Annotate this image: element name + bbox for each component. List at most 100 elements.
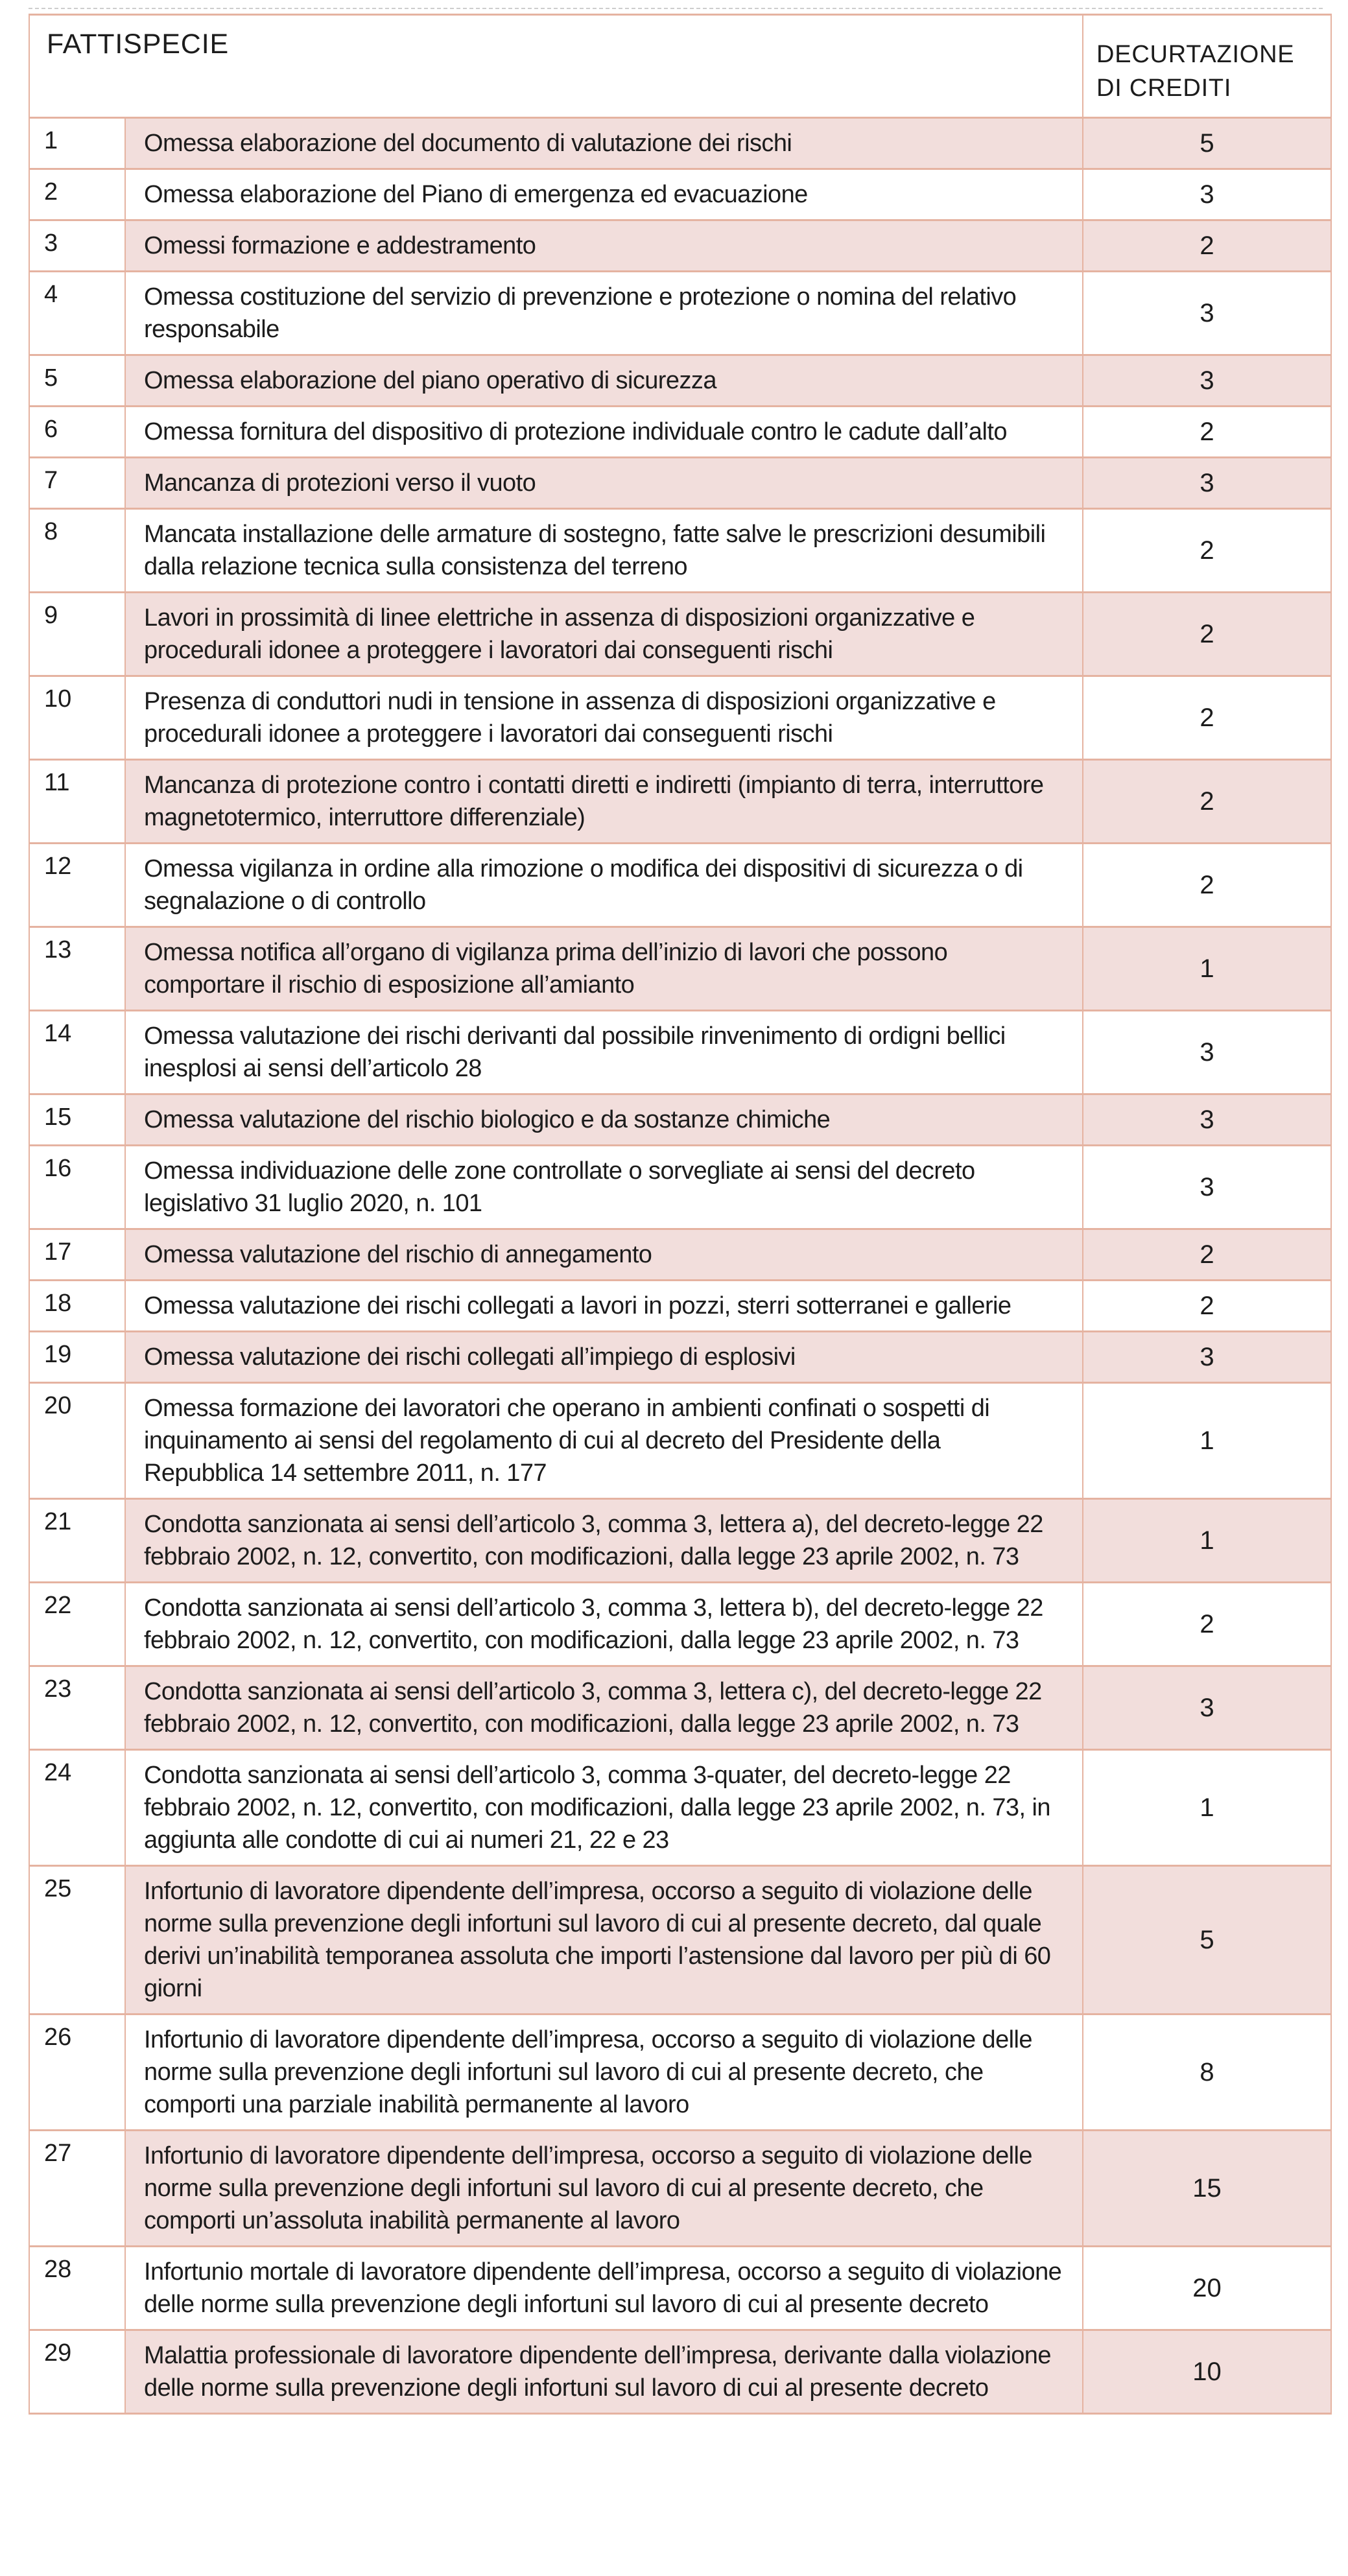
- row-description: Omessa individuazione delle zone control…: [124, 1144, 1084, 1230]
- row-number: 11: [29, 759, 126, 844]
- table-row: 5 Omessa elaborazione del piano operativ…: [29, 354, 1332, 407]
- table-row: 18 Omessa valutazione dei rischi collega…: [29, 1279, 1332, 1332]
- row-number: 13: [29, 926, 126, 1011]
- row-credits: 10: [1082, 2329, 1332, 2415]
- row-description: Presenza di conduttori nudi in tensione …: [124, 675, 1084, 761]
- row-credits: 2: [1082, 591, 1332, 677]
- row-description: Omessa elaborazione del Piano di emergen…: [124, 168, 1084, 221]
- row-number: 24: [29, 1749, 126, 1867]
- row-description: Mancanza di protezione contro i contatti…: [124, 759, 1084, 844]
- row-number: 2: [29, 168, 126, 221]
- row-credits: 3: [1082, 270, 1332, 356]
- row-credits: 2: [1082, 675, 1332, 761]
- table-row: 13 Omessa notifica all’organo di vigilan…: [29, 926, 1332, 1011]
- table-row: 24 Condotta sanzionata ai sensi dell’art…: [29, 1749, 1332, 1867]
- row-description: Omessa costituzione del servizio di prev…: [124, 270, 1084, 356]
- header-fattispecie: FATTISPECIE: [28, 14, 1084, 119]
- table-row: 4 Omessa costituzione del servizio di pr…: [29, 270, 1332, 356]
- fattispecie-table: FATTISPECIE DECURTAZIONE DI CREDITI 1 Om…: [28, 14, 1332, 2415]
- table-row: 9 Lavori in prossimità di linee elettric…: [29, 591, 1332, 677]
- table-body: 1 Omessa elaborazione del documento di v…: [29, 117, 1332, 2415]
- row-credits: 1: [1082, 926, 1332, 1011]
- table-row: 2 Omessa elaborazione del Piano di emerg…: [29, 168, 1332, 221]
- table-row: 3 Omessi formazione e addestramento 2: [29, 219, 1332, 272]
- table-row: 27 Infortunio di lavoratore dipendente d…: [29, 2129, 1332, 2247]
- table-row: 21 Condotta sanzionata ai sensi dell’art…: [29, 1498, 1332, 1583]
- row-description: Omessi formazione e addestramento: [124, 219, 1084, 272]
- row-description: Malattia professionale di lavoratore dip…: [124, 2329, 1084, 2415]
- row-credits: 2: [1082, 219, 1332, 272]
- table-row: 8 Mancata installazione delle armature d…: [29, 508, 1332, 593]
- row-number: 17: [29, 1228, 126, 1281]
- table-row: 23 Condotta sanzionata ai sensi dell’art…: [29, 1665, 1332, 1751]
- row-credits: 1: [1082, 1498, 1332, 1583]
- table-row: 15 Omessa valutazione del rischio biolog…: [29, 1093, 1332, 1146]
- row-credits: 3: [1082, 1665, 1332, 1751]
- row-number: 15: [29, 1093, 126, 1146]
- row-description: Infortunio di lavoratore dipendente dell…: [124, 1865, 1084, 2015]
- row-credits: 20: [1082, 2245, 1332, 2331]
- table-row: 16 Omessa individuazione delle zone cont…: [29, 1144, 1332, 1230]
- row-credits: 3: [1082, 1010, 1332, 1095]
- row-description: Omessa valutazione dei rischi collegati …: [124, 1330, 1084, 1384]
- row-description: Omessa formazione dei lavoratori che ope…: [124, 1382, 1084, 1500]
- row-number: 29: [29, 2329, 126, 2415]
- table-row: 28 Infortunio mortale di lavoratore dipe…: [29, 2245, 1332, 2331]
- row-number: 5: [29, 354, 126, 407]
- row-credits: 2: [1082, 1581, 1332, 1667]
- row-credits: 15: [1082, 2129, 1332, 2247]
- table-row: 26 Infortunio di lavoratore dipendente d…: [29, 2013, 1332, 2131]
- row-number: 20: [29, 1382, 126, 1500]
- row-credits: 5: [1082, 117, 1332, 170]
- table-row: 6 Omessa fornitura del dispositivo di pr…: [29, 405, 1332, 458]
- row-description: Omessa valutazione del rischio biologico…: [124, 1093, 1084, 1146]
- row-number: 23: [29, 1665, 126, 1751]
- row-number: 22: [29, 1581, 126, 1667]
- table-row: 1 Omessa elaborazione del documento di v…: [29, 117, 1332, 170]
- row-credits: 2: [1082, 1279, 1332, 1332]
- row-number: 9: [29, 591, 126, 677]
- row-number: 21: [29, 1498, 126, 1583]
- row-number: 19: [29, 1330, 126, 1384]
- table-row: 11 Mancanza di protezione contro i conta…: [29, 759, 1332, 844]
- row-description: Condotta sanzionata ai sensi dell’artico…: [124, 1749, 1084, 1867]
- row-number: 14: [29, 1010, 126, 1095]
- table-row: 10 Presenza di conduttori nudi in tensio…: [29, 675, 1332, 761]
- row-number: 8: [29, 508, 126, 593]
- row-number: 12: [29, 842, 126, 928]
- table-row: 17 Omessa valutazione del rischio di ann…: [29, 1228, 1332, 1281]
- row-credits: 5: [1082, 1865, 1332, 2015]
- row-number: 4: [29, 270, 126, 356]
- header-row: FATTISPECIE DECURTAZIONE DI CREDITI: [28, 14, 1332, 119]
- row-credits: 3: [1082, 354, 1332, 407]
- row-number: 26: [29, 2013, 126, 2131]
- row-description: Infortunio di lavoratore dipendente dell…: [124, 2129, 1084, 2247]
- table-row: 20 Omessa formazione dei lavoratori che …: [29, 1382, 1332, 1500]
- row-number: 1: [29, 117, 126, 170]
- table-row: 19 Omessa valutazione dei rischi collega…: [29, 1330, 1332, 1384]
- row-credits: 3: [1082, 1330, 1332, 1384]
- row-number: 27: [29, 2129, 126, 2247]
- row-description: Omessa vigilanza in ordine alla rimozion…: [124, 842, 1084, 928]
- row-description: Omessa valutazione dei rischi derivanti …: [124, 1010, 1084, 1095]
- row-description: Mancanza di protezioni verso il vuoto: [124, 456, 1084, 510]
- row-description: Condotta sanzionata ai sensi dell’artico…: [124, 1581, 1084, 1667]
- row-credits: 2: [1082, 508, 1332, 593]
- row-description: Omessa valutazione dei rischi collegati …: [124, 1279, 1084, 1332]
- row-credits: 8: [1082, 2013, 1332, 2131]
- row-credits: 3: [1082, 1093, 1332, 1146]
- row-credits: 3: [1082, 1144, 1332, 1230]
- row-credits: 2: [1082, 1228, 1332, 1281]
- row-credits: 1: [1082, 1382, 1332, 1500]
- header-decurtazione-di-crediti: DECURTAZIONE DI CREDITI: [1082, 14, 1332, 119]
- table-row: 14 Omessa valutazione dei rischi derivan…: [29, 1010, 1332, 1095]
- row-description: Condotta sanzionata ai sensi dell’artico…: [124, 1498, 1084, 1583]
- row-number: 7: [29, 456, 126, 510]
- table-row: 25 Infortunio di lavoratore dipendente d…: [29, 1865, 1332, 2015]
- row-description: Lavori in prossimità di linee elettriche…: [124, 591, 1084, 677]
- row-credits: 1: [1082, 1749, 1332, 1867]
- row-description: Omessa valutazione del rischio di annega…: [124, 1228, 1084, 1281]
- row-credits: 2: [1082, 759, 1332, 844]
- row-credits: 2: [1082, 842, 1332, 928]
